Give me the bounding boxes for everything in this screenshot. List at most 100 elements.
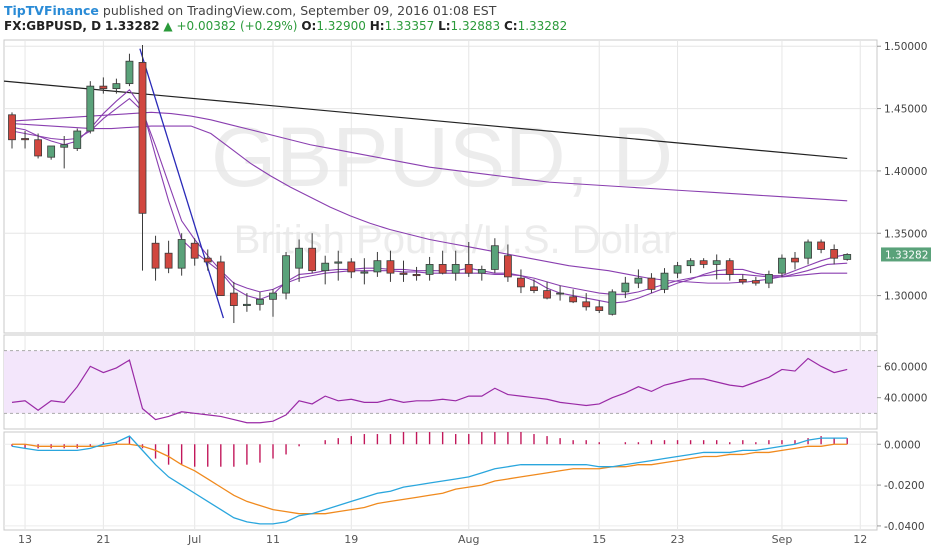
x-tick-label: 12	[853, 533, 867, 546]
candle[interactable]	[295, 239, 304, 282]
candle[interactable]	[738, 274, 747, 285]
candle[interactable]	[634, 269, 643, 289]
candle[interactable]	[673, 261, 682, 279]
candle-down	[464, 264, 473, 274]
candle[interactable]	[608, 289, 617, 316]
candle[interactable]	[282, 251, 290, 300]
candle[interactable]	[308, 233, 317, 274]
candle[interactable]	[216, 255, 225, 296]
candle[interactable]	[438, 250, 447, 275]
candle-down	[229, 292, 238, 306]
candle[interactable]	[60, 136, 69, 169]
candle[interactable]	[830, 244, 839, 265]
candle-up	[477, 269, 486, 274]
candle-down	[308, 247, 317, 272]
candle[interactable]	[725, 258, 734, 281]
candle[interactable]	[451, 250, 460, 281]
candle[interactable]	[843, 253, 852, 261]
candle[interactable]	[138, 44, 147, 271]
x-tick-label: 13	[18, 533, 32, 546]
candle[interactable]	[99, 77, 108, 94]
candle[interactable]	[373, 251, 382, 277]
candle-up	[125, 60, 134, 85]
price-pane[interactable]	[3, 39, 878, 334]
candle[interactable]	[464, 241, 473, 277]
low-label: L:	[438, 19, 451, 33]
candle[interactable]	[242, 293, 251, 312]
candle[interactable]	[360, 258, 369, 285]
candle[interactable]	[647, 273, 656, 294]
low-value: 1.32883	[450, 19, 501, 33]
macd-tick-label: -0.0400	[884, 521, 925, 533]
candle[interactable]	[177, 233, 186, 276]
moving-average-line[interactable]	[11, 111, 848, 202]
x-tick-label: 23	[671, 533, 685, 546]
candle[interactable]	[86, 81, 95, 134]
candle-up	[634, 277, 643, 284]
candle-down	[138, 62, 147, 214]
candle[interactable]	[334, 250, 343, 281]
candle[interactable]	[21, 131, 29, 149]
candle-down	[399, 272, 408, 275]
candle[interactable]	[621, 276, 630, 299]
trendline[interactable]	[139, 48, 225, 319]
candle[interactable]	[151, 235, 160, 281]
candle[interactable]	[399, 260, 408, 282]
price-tick-label: 1.30000	[884, 291, 927, 303]
candle[interactable]	[412, 266, 421, 281]
candle[interactable]	[73, 128, 82, 151]
candle[interactable]	[817, 239, 825, 254]
candle-down	[738, 278, 747, 283]
candle[interactable]	[712, 254, 721, 280]
candle[interactable]	[347, 258, 356, 279]
signal-line[interactable]	[12, 443, 848, 515]
candle-down	[164, 252, 173, 269]
candle[interactable]	[556, 285, 564, 301]
candle[interactable]	[686, 258, 695, 274]
candle[interactable]	[8, 112, 16, 149]
candle[interactable]	[517, 269, 525, 294]
candle[interactable]	[791, 251, 799, 270]
candle[interactable]	[203, 249, 212, 271]
candle[interactable]	[477, 265, 486, 281]
candle[interactable]	[660, 268, 669, 294]
candle[interactable]	[778, 254, 786, 277]
candle[interactable]	[530, 279, 538, 294]
rsi-line[interactable]	[11, 357, 848, 424]
candle[interactable]	[321, 255, 330, 285]
candle[interactable]	[595, 300, 604, 314]
candle-up	[556, 292, 564, 295]
candle[interactable]	[47, 145, 56, 160]
candle[interactable]	[386, 250, 395, 282]
candle[interactable]	[229, 281, 238, 324]
candle[interactable]	[751, 276, 760, 286]
candle[interactable]	[582, 293, 591, 311]
last-price-label: 1.33282	[885, 249, 928, 261]
last-price-marker	[881, 247, 931, 262]
candle[interactable]	[543, 281, 551, 300]
candle[interactable]	[190, 238, 199, 266]
candle-up	[242, 303, 251, 306]
candle-down	[347, 261, 356, 273]
author-link[interactable]: TipTVFinance	[4, 3, 99, 18]
candle[interactable]	[164, 240, 173, 274]
candle[interactable]	[112, 78, 121, 94]
candle[interactable]	[699, 258, 708, 269]
candle[interactable]	[804, 239, 812, 265]
candle-down	[412, 273, 421, 277]
candle-up	[334, 261, 343, 264]
candle[interactable]	[269, 289, 277, 317]
candle[interactable]	[125, 53, 134, 87]
candle[interactable]	[490, 238, 499, 274]
candle[interactable]	[765, 270, 773, 289]
macd-line[interactable]	[11, 435, 848, 525]
moving-average-line[interactable]	[11, 122, 848, 284]
x-tick-label: 21	[96, 533, 110, 546]
candle-up	[177, 239, 186, 269]
candle[interactable]	[256, 291, 264, 311]
candle[interactable]	[425, 256, 434, 281]
candle[interactable]	[503, 244, 512, 282]
candle[interactable]	[569, 289, 578, 304]
candle[interactable]	[34, 133, 42, 159]
